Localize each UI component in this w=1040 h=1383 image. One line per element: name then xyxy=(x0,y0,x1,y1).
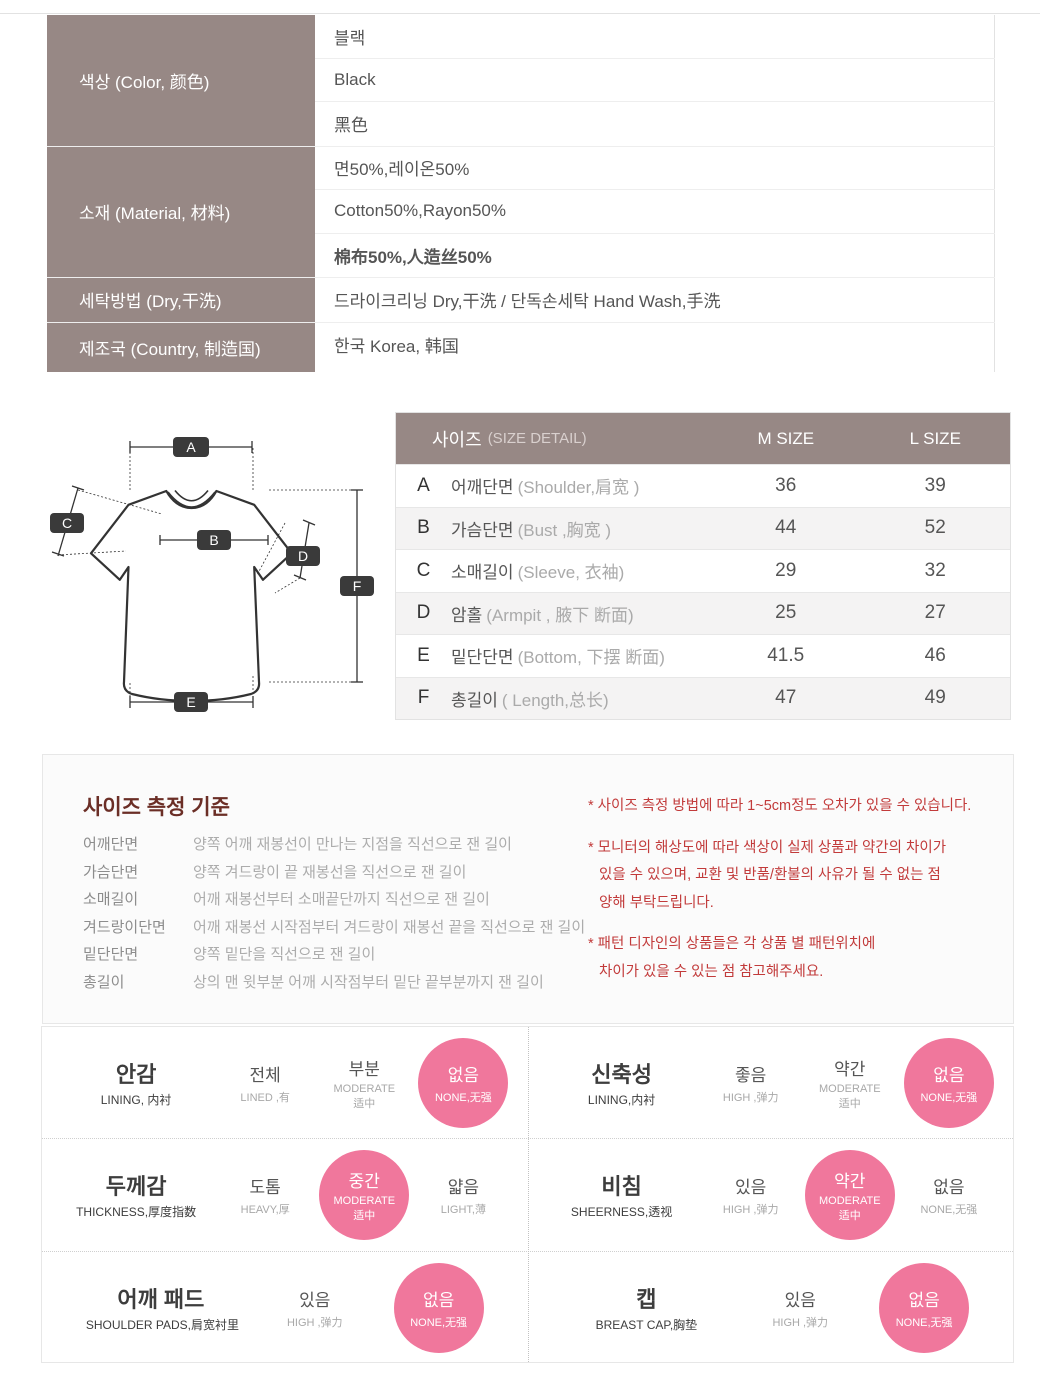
svg-text:F: F xyxy=(353,578,362,594)
svg-text:E: E xyxy=(186,694,195,710)
svg-text:B: B xyxy=(209,532,218,548)
svg-text:A: A xyxy=(186,439,196,455)
svg-text:C: C xyxy=(62,515,72,531)
svg-text:D: D xyxy=(298,548,308,564)
